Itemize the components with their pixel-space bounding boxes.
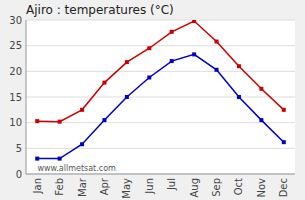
series-marker [282, 140, 286, 144]
series-marker [192, 52, 196, 56]
series-marker [35, 157, 39, 161]
series-marker [80, 108, 84, 112]
x-tick-label: Aug [189, 178, 200, 198]
series-marker [215, 68, 219, 72]
series-marker [147, 75, 151, 79]
grid-line [26, 148, 295, 149]
series-marker [259, 87, 263, 91]
chart: 0 5 10 15 20 25 30 Jan Feb Mar Apr May Jun Jul Aug Sep O… [0, 0, 305, 200]
series-marker [237, 64, 241, 68]
series-marker [58, 120, 62, 124]
x-tick-label: Dec [278, 178, 289, 197]
series-marker [282, 108, 286, 112]
series-marker [80, 142, 84, 146]
x-tick-label: Jan [32, 178, 43, 194]
series-marker [215, 40, 219, 44]
x-tick-label: Oct [233, 178, 244, 195]
x-tick-label: May [121, 178, 132, 199]
x-tick-label: Jun [144, 178, 155, 195]
x-tick-label: Jul [166, 178, 177, 191]
y-tick-label: 30 [9, 15, 22, 26]
grid-line [26, 122, 295, 123]
title: Ajiro : temperatures (°C) [26, 3, 174, 17]
x-tick-label: Nov [256, 178, 267, 198]
series-marker [147, 46, 151, 50]
grid-line [26, 45, 295, 46]
series-group [35, 20, 286, 161]
plot-area [26, 20, 295, 174]
y-tick-label: 5 [16, 143, 22, 154]
x-tick-label: Mar [77, 177, 88, 197]
series-line [37, 54, 284, 158]
y-tick-label: 15 [9, 92, 22, 103]
y-tick-label: 10 [9, 117, 22, 128]
series-marker [192, 20, 196, 23]
series-marker [237, 95, 241, 99]
y-tick-label: 20 [9, 66, 22, 77]
series-marker [170, 59, 174, 63]
grid-line [26, 97, 295, 98]
y-tick-label: 25 [9, 40, 22, 51]
series-marker [58, 157, 62, 161]
y-tick-label: 0 [16, 169, 22, 180]
x-tick-label: Sep [211, 178, 222, 197]
series-line [37, 21, 284, 122]
series-marker [170, 30, 174, 34]
series-marker [125, 95, 129, 99]
grid-line [26, 71, 295, 72]
series-marker [102, 81, 106, 85]
series-marker [259, 118, 263, 122]
x-tick-label: Feb [54, 178, 65, 196]
series-marker [102, 118, 106, 122]
grid-line [26, 174, 295, 175]
series-marker [125, 60, 129, 64]
grid-line [26, 20, 295, 21]
y-axis [26, 20, 27, 174]
x-tick-label: Apr [99, 177, 110, 195]
series-marker [35, 119, 39, 123]
x-axis [26, 174, 295, 175]
watermark: www.allmetsat.com [37, 164, 116, 173]
